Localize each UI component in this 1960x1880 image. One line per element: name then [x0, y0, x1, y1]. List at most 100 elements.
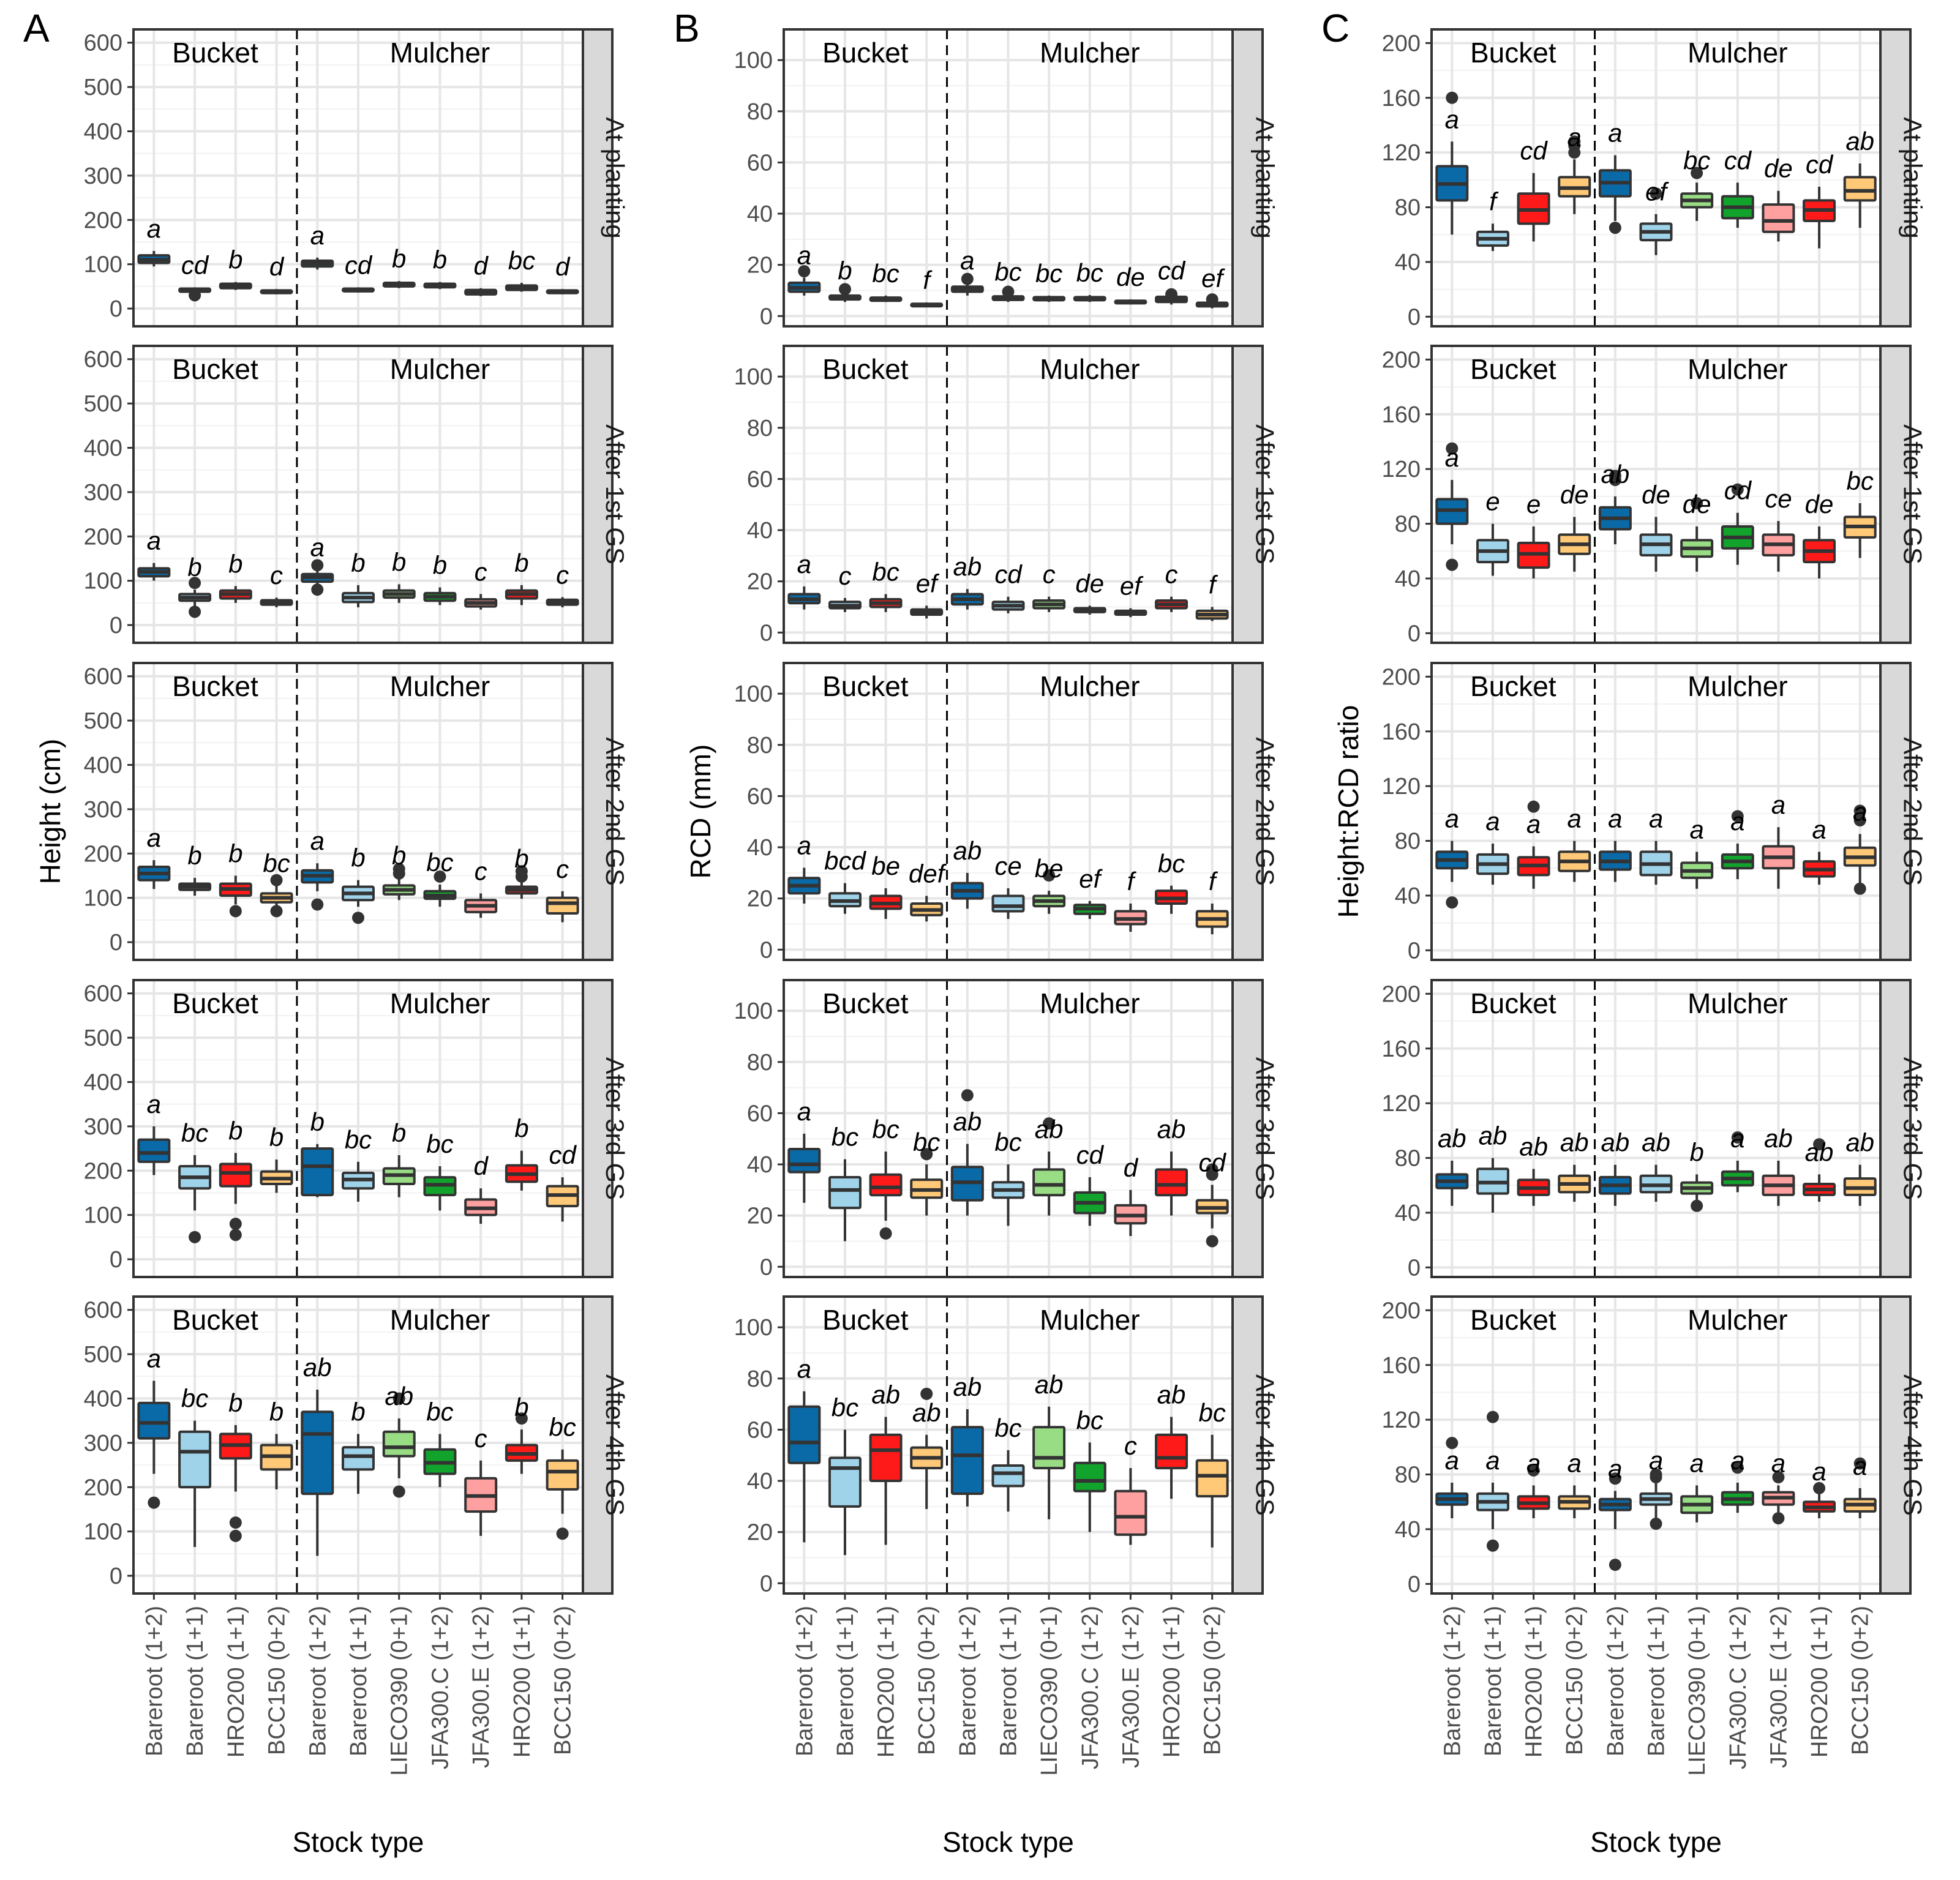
box-11: bc	[1195, 1398, 1229, 1548]
box-7: ab	[1032, 1370, 1066, 1519]
significance-letter: de	[1642, 480, 1670, 509]
facet-strip	[1879, 28, 1912, 328]
significance-letter: bc	[181, 1118, 208, 1147]
significance-letter: bc	[832, 1123, 858, 1152]
significance-letter: b	[310, 1107, 325, 1136]
outlier-point	[1691, 1199, 1703, 1212]
x-tick-label: LIECO390 (0+1)	[1684, 1606, 1710, 1776]
facet-strip	[1879, 979, 1912, 1278]
significance-letter: be	[1035, 854, 1064, 883]
box-4: a	[1558, 122, 1591, 214]
y-tick-label: 100	[734, 1315, 773, 1341]
outlier-point	[1691, 497, 1703, 510]
significance-letter: a	[1853, 797, 1867, 826]
group-label-mulcher: Mulcher	[390, 37, 490, 69]
box-body	[546, 1459, 579, 1491]
group-label-bucket: Bucket	[172, 987, 258, 1019]
box-2: bc	[178, 1118, 212, 1243]
group-label-bucket: Bucket	[1470, 353, 1556, 385]
box-11: cd	[546, 1140, 579, 1222]
box-10: cd	[1155, 257, 1188, 305]
box-body	[991, 1464, 1025, 1488]
significance-letter: cd	[1806, 150, 1834, 179]
box-8: a	[1721, 807, 1754, 880]
box-body	[1032, 1168, 1066, 1197]
box-body	[1155, 1433, 1188, 1470]
y-tick-label: 0	[110, 296, 122, 322]
box-6: cd	[991, 560, 1025, 613]
box-body	[869, 1433, 903, 1483]
significance-letter: a	[1568, 122, 1582, 151]
y-tick-label: 100	[734, 681, 773, 707]
box-1: a	[137, 1090, 171, 1175]
box-9: d	[1114, 1153, 1147, 1237]
outlier-point	[1206, 293, 1218, 306]
significance-letter: ab	[1601, 1128, 1630, 1157]
y-tick-label: 80	[747, 1050, 773, 1076]
significance-letter: de	[1683, 490, 1711, 519]
box-2: b	[178, 841, 212, 896]
significance-letter: ab	[953, 836, 982, 865]
y-tick-label: 80	[1395, 829, 1421, 855]
box-8: bc	[423, 848, 457, 907]
outlier-point	[1731, 1131, 1744, 1144]
significance-letter: c	[270, 561, 283, 590]
group-label-mulcher: Mulcher	[390, 987, 490, 1019]
facet-strip-label: After 2nd GS	[1899, 737, 1928, 886]
significance-letter: ab	[1642, 1128, 1670, 1157]
outlier-point	[148, 1496, 160, 1509]
significance-letter: a	[147, 214, 161, 243]
y-tick-label: 200	[84, 524, 122, 550]
box-5: a	[1598, 804, 1632, 882]
significance-letter: bc	[994, 1128, 1021, 1156]
y-tick-label: 80	[747, 1366, 773, 1392]
box-2: ab	[1476, 1122, 1509, 1213]
significance-letter: b	[228, 245, 242, 274]
significance-letter: bc	[1076, 1406, 1103, 1434]
significance-letter: b	[187, 553, 201, 582]
box-7: ab	[382, 1382, 416, 1498]
y-tick-label: 80	[1395, 195, 1421, 221]
outlier-point	[515, 870, 528, 883]
outlier-point	[1853, 814, 1866, 827]
significance-letter: b	[269, 1123, 283, 1152]
y-tick-label: 400	[84, 752, 122, 778]
box-body	[1032, 1426, 1066, 1470]
box-11: ef	[1195, 264, 1229, 309]
box-4: a	[1558, 1448, 1591, 1519]
box-1: a	[787, 1355, 821, 1543]
outlier-point	[1853, 1457, 1866, 1470]
group-label-mulcher: Mulcher	[1040, 353, 1140, 385]
y-tick-label: 60	[747, 1417, 773, 1443]
outlier-point	[1165, 288, 1178, 301]
box-10: bc	[505, 246, 538, 292]
y-tick-label: 120	[1382, 1407, 1421, 1433]
box-5: a	[301, 826, 334, 911]
facet-strip	[582, 662, 614, 961]
box-2: bc	[178, 1384, 212, 1547]
significance-letter: a	[1689, 815, 1703, 844]
box-3: b	[219, 1116, 252, 1241]
y-tick-label: 400	[84, 1386, 122, 1412]
y-tick-label: 0	[760, 1254, 773, 1280]
significance-letter: a	[1730, 807, 1744, 836]
box-7: bc	[1680, 146, 1714, 221]
box-5: ab	[1598, 1128, 1632, 1206]
box-body	[301, 1147, 334, 1197]
box-10: de	[1803, 490, 1836, 579]
outlier-point	[1853, 882, 1866, 895]
facet-strip-label: After 3rd GS	[601, 1057, 629, 1200]
box-2: bc	[828, 1393, 862, 1556]
y-tick-label: 80	[747, 733, 773, 758]
y-tick-label: 200	[1382, 981, 1421, 1007]
y-tick-label: 40	[747, 518, 773, 544]
y-tick-label: 40	[1395, 566, 1421, 592]
y-tick-label: 160	[1382, 402, 1421, 428]
y-tick-label: 120	[1382, 1091, 1421, 1117]
x-tick-label: JFA300.E (1+2)	[1766, 1606, 1792, 1768]
significance-letter: b	[187, 841, 201, 870]
